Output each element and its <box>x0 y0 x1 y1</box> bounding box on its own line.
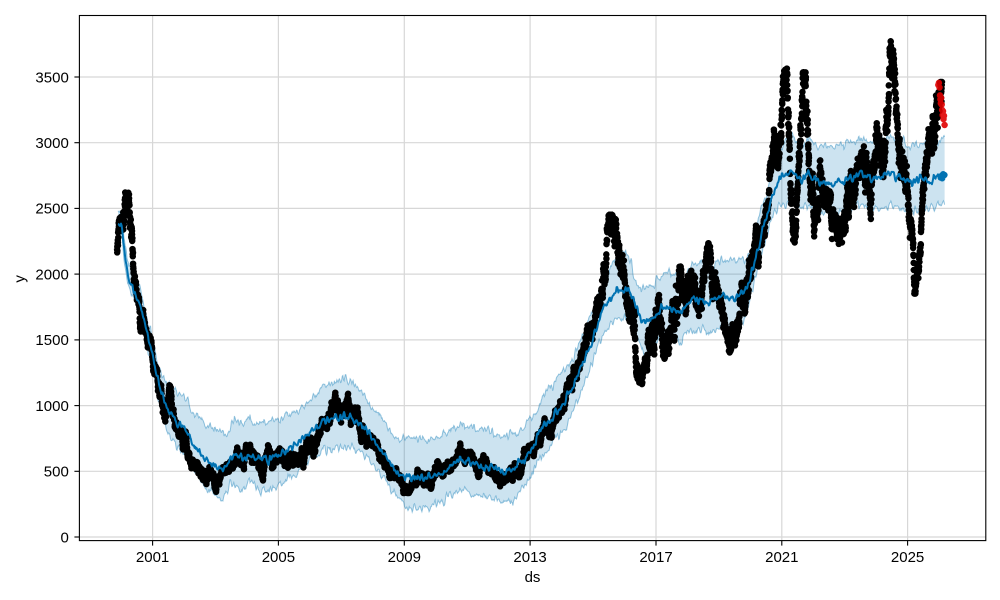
svg-text:2500: 2500 <box>35 201 68 218</box>
svg-text:2021: 2021 <box>765 549 798 566</box>
svg-text:2009: 2009 <box>388 549 421 566</box>
svg-text:500: 500 <box>44 464 69 481</box>
svg-text:2000: 2000 <box>35 266 68 283</box>
svg-text:3500: 3500 <box>35 69 68 86</box>
svg-text:1500: 1500 <box>35 332 68 349</box>
svg-text:3000: 3000 <box>35 135 68 152</box>
svg-text:ds: ds <box>525 569 541 586</box>
svg-text:0: 0 <box>60 529 68 546</box>
svg-text:2013: 2013 <box>513 549 546 566</box>
svg-text:2017: 2017 <box>639 549 672 566</box>
svg-text:2005: 2005 <box>262 549 295 566</box>
svg-text:y: y <box>12 275 29 283</box>
svg-text:2001: 2001 <box>136 549 169 566</box>
svg-text:2025: 2025 <box>891 549 924 566</box>
svg-text:1000: 1000 <box>35 398 68 415</box>
